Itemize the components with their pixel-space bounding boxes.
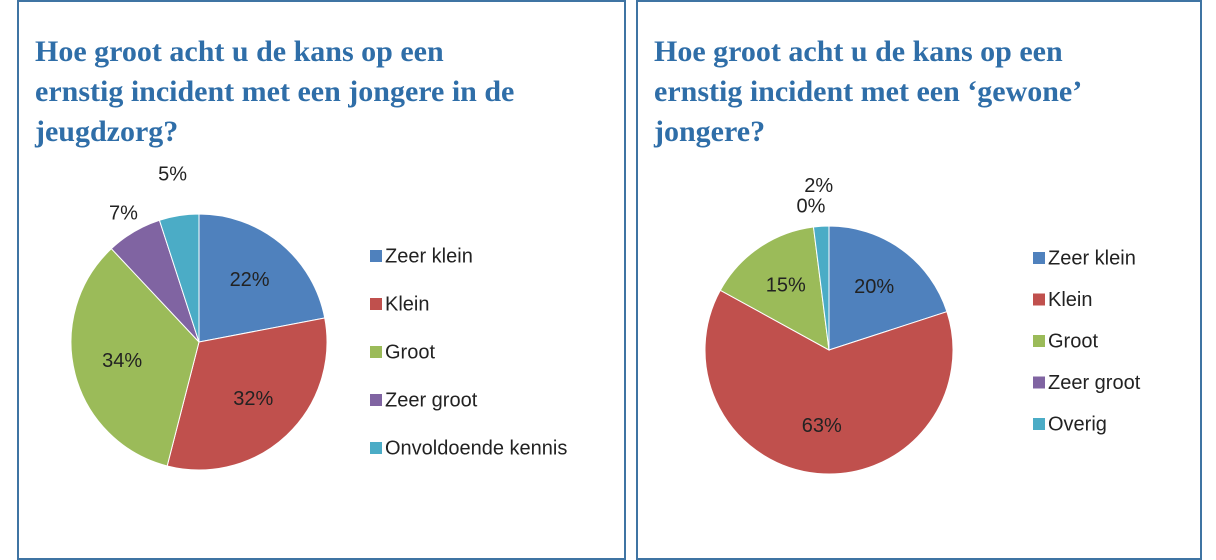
pie-slice	[198, 213, 326, 343]
legend-label: Zeer groot	[1048, 372, 1141, 394]
legend-swatch	[1033, 418, 1045, 430]
legend-label: Klein	[385, 293, 429, 315]
data-label: 2%	[804, 175, 833, 197]
data-label: 0%	[797, 196, 826, 218]
pie-slice	[158, 213, 200, 343]
legend-label: Zeer klein	[385, 245, 473, 267]
legend-swatch	[1033, 335, 1045, 347]
data-label: 20%	[854, 276, 894, 298]
data-label: 22%	[230, 269, 270, 291]
legend-swatch	[370, 346, 382, 358]
legend-label: Groot	[385, 341, 435, 363]
legend-label: Onvoldoende kennis	[385, 437, 567, 459]
data-label: 32%	[233, 388, 273, 410]
legend-label: Groot	[1048, 330, 1098, 352]
legend-swatch	[370, 298, 382, 310]
data-label: 63%	[802, 415, 842, 437]
data-label: 34%	[102, 350, 142, 372]
legend-label: Zeer groot	[385, 389, 478, 411]
legend-swatch	[1033, 293, 1045, 306]
pie-slice	[828, 225, 948, 351]
legend-label: Overig	[1048, 413, 1107, 435]
legend-swatch	[1033, 252, 1045, 264]
legend-swatch	[1033, 376, 1045, 389]
data-label: 7%	[109, 202, 138, 224]
pie-slice	[704, 289, 954, 475]
pie-slice	[166, 317, 328, 471]
pie-slice	[70, 247, 200, 467]
pie-slice	[719, 226, 830, 351]
data-label: 5%	[158, 163, 187, 185]
chart-title: Hoe groot acht u de kans op een ernstig …	[654, 35, 1081, 148]
data-label: 15%	[766, 275, 806, 297]
chart-title: Hoe groot acht u de kans op een ernstig …	[35, 35, 515, 148]
page: Hoe groot acht u de kans op een ernstig …	[17, 0, 1202, 560]
legend-label: Zeer klein	[1048, 247, 1136, 269]
legend-swatch	[370, 442, 382, 454]
pie-slice	[812, 225, 830, 351]
chart-panel: Hoe groot acht u de kans op een ernstig …	[17, 0, 626, 560]
legend-swatch	[370, 394, 382, 406]
legend-label: Klein	[1048, 289, 1092, 311]
legend-swatch	[370, 250, 382, 262]
chart: 22% Zeer klein 32% Klein 34% Groot 7% Zeer groo…	[70, 163, 1141, 475]
